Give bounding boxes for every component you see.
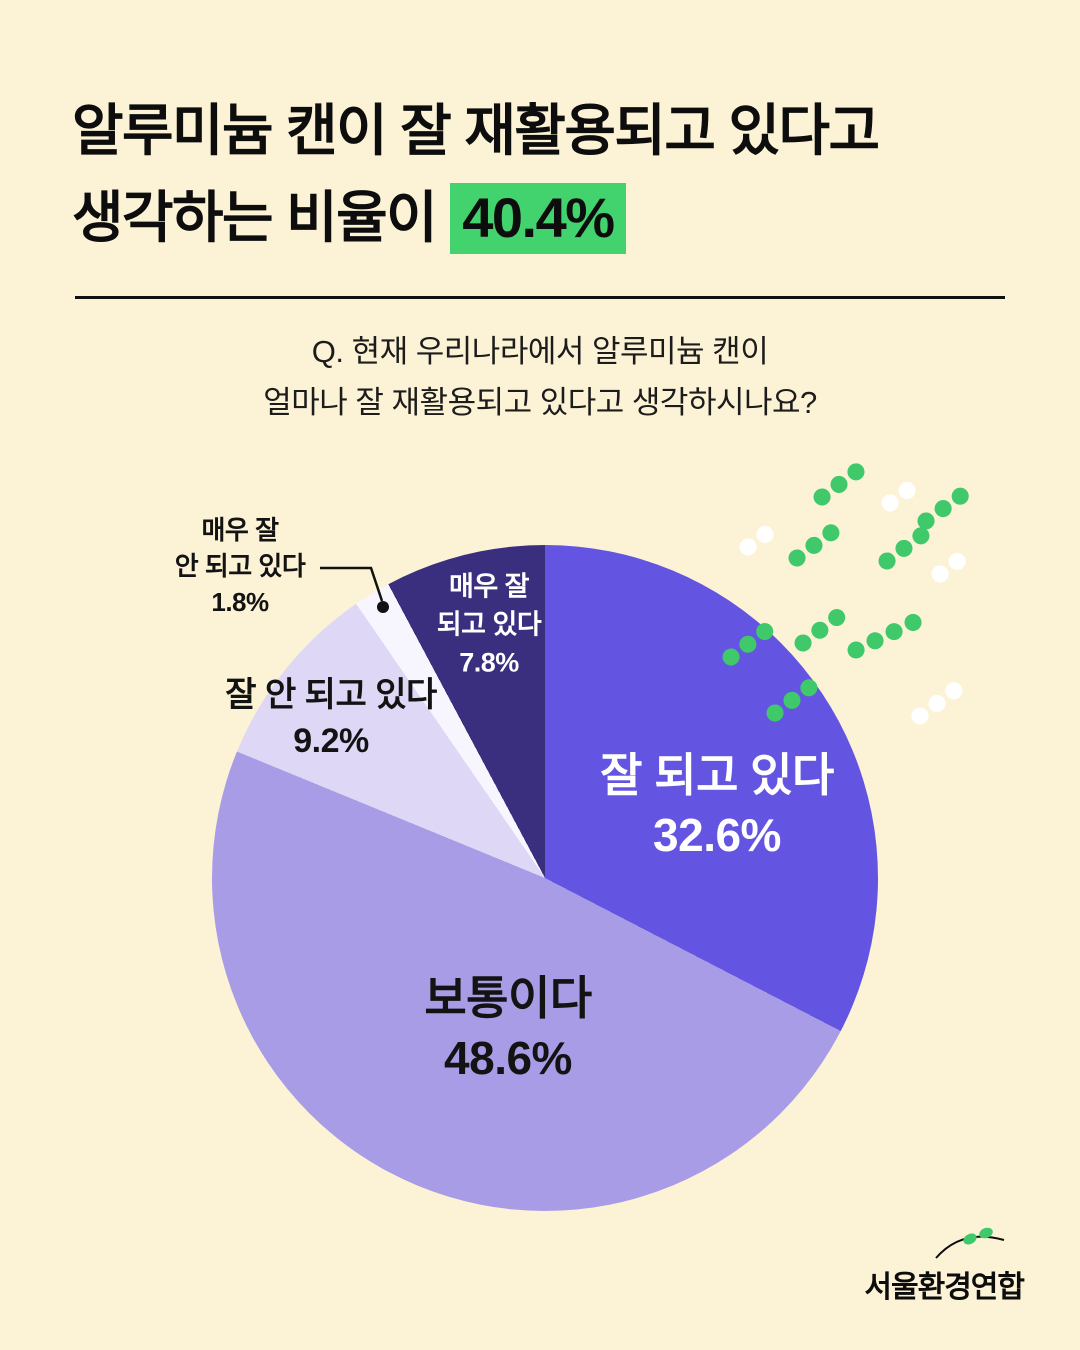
survey-question-line2: 얼마나 잘 재활용되고 있다고 생각하시나요? [263, 385, 817, 421]
page-title-line1: 알루미늄 캔이 잘 재활용되고 있다고 [72, 99, 880, 162]
pie-chart [212, 545, 878, 1211]
pie-label-very-well-line2: 되고 있다 [436, 609, 542, 640]
survey-question: Q. 현재 우리나라에서 알루미늄 캔이 얼마나 잘 재활용되고 있다고 생각하… [0, 326, 1080, 428]
pie-label-very-well: 매우 잘 되고 있다 7.8% [436, 568, 542, 681]
page-title-line2-prefix: 생각하는 비율이 [72, 185, 451, 249]
pie-label-neutral-line1: 보통이다 [424, 972, 592, 1025]
pie-label-very-not-well-line2: 안 되고 있다 [174, 551, 306, 582]
pie-label-well-pct: 32.6% [653, 809, 781, 861]
title-highlight-stat: 40.4% [450, 182, 626, 254]
pie-label-not-well: 잘 안 되고 있다 9.2% [225, 673, 437, 765]
pie-label-neutral-pct: 48.6% [444, 1032, 572, 1084]
pie-label-very-not-well-pct: 1.8% [211, 586, 269, 617]
pie-label-not-well-pct: 9.2% [293, 722, 369, 760]
survey-question-line1: Q. 현재 우리나라에서 알루미늄 캔이 [311, 334, 769, 369]
pie-label-well-line1: 잘 되고 있다 [600, 749, 834, 802]
org-logo-text: 서울환경연합 [864, 1271, 1025, 1304]
pie-label-very-not-well: 매우 잘 안 되고 있다 1.8% [175, 513, 306, 621]
pie-label-very-well-pct: 7.8% [459, 646, 519, 677]
logo-sprout-icon [935, 1227, 1005, 1259]
pie-label-well: 잘 되고 있다 32.6% [600, 746, 834, 866]
pie-label-not-well-line1: 잘 안 되고 있다 [225, 676, 437, 715]
pie-label-very-not-well-line1: 매우 잘 [201, 515, 279, 546]
divider-line [75, 296, 1005, 299]
org-logo: 서울환경연합 [844, 1226, 1025, 1306]
page-title: 알루미늄 캔이 잘 재활용되고 있다고 생각하는 비율이 40.4% [72, 88, 1032, 262]
pie-label-neutral: 보통이다 48.6% [424, 969, 592, 1089]
page-title-line2: 생각하는 비율이 40.4% [72, 175, 1032, 262]
pie-label-very-well-line1: 매우 잘 [448, 571, 530, 602]
